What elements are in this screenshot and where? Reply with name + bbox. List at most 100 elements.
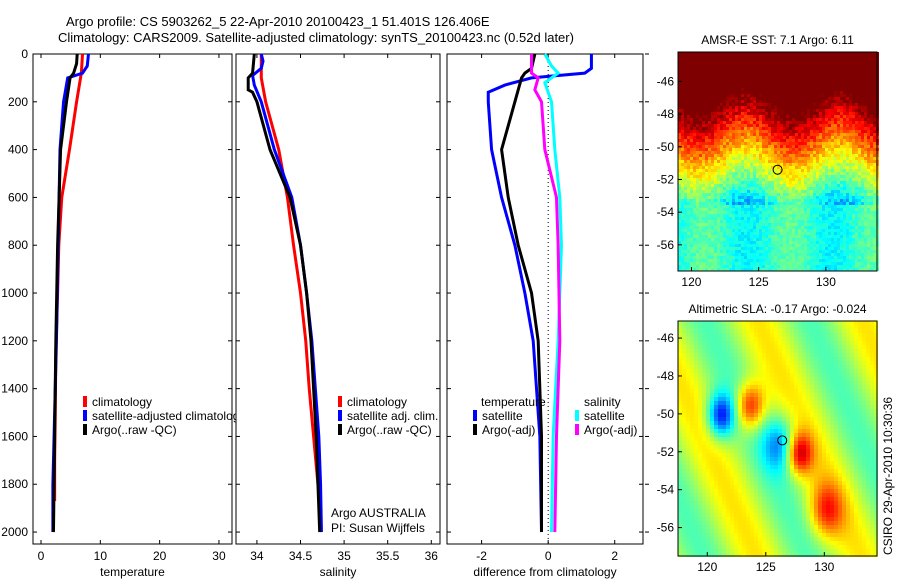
heatmap-cell bbox=[789, 103, 792, 106]
heatmap-cell bbox=[756, 64, 759, 67]
heatmap-cell bbox=[786, 160, 789, 163]
heatmap-cell bbox=[864, 184, 867, 187]
heatmap-cell bbox=[762, 67, 765, 70]
heatmap-cell bbox=[849, 199, 852, 202]
heatmap-cell bbox=[702, 256, 705, 259]
heatmap-cell bbox=[762, 103, 765, 106]
heatmap-cell bbox=[795, 232, 798, 235]
heatmap-cell bbox=[729, 253, 732, 256]
heatmap-cell bbox=[717, 58, 720, 61]
heatmap-cell bbox=[765, 202, 768, 205]
heatmap-cell bbox=[738, 259, 741, 262]
heatmap-cell bbox=[849, 79, 852, 82]
heatmap-cell bbox=[684, 109, 687, 112]
heatmap-cell bbox=[714, 160, 717, 163]
heatmap-cell bbox=[870, 241, 873, 244]
heatmap-cell bbox=[678, 202, 681, 205]
heatmap-cell bbox=[840, 262, 843, 265]
heatmap-cell bbox=[822, 88, 825, 91]
heatmap-cell bbox=[687, 187, 690, 190]
heatmap-cell bbox=[801, 76, 804, 79]
heatmap-cell bbox=[741, 61, 744, 64]
heatmap-cell bbox=[744, 175, 747, 178]
heatmap-cell bbox=[837, 223, 840, 226]
heatmap-cell bbox=[690, 52, 693, 55]
heatmap-cell bbox=[699, 190, 702, 193]
heatmap-cell bbox=[699, 235, 702, 238]
heatmap-cell bbox=[804, 85, 807, 88]
heatmap-cell bbox=[693, 250, 696, 253]
heatmap-cell bbox=[873, 52, 876, 55]
heatmap-cell bbox=[744, 109, 747, 112]
heatmap-cell bbox=[726, 226, 729, 229]
heatmap-cell bbox=[792, 253, 795, 256]
heatmap-cell bbox=[783, 127, 786, 130]
heatmap-cell bbox=[801, 244, 804, 247]
heatmap-cell bbox=[738, 61, 741, 64]
heatmap-cell bbox=[744, 211, 747, 214]
heatmap-cell bbox=[843, 121, 846, 124]
heatmap-cell bbox=[852, 190, 855, 193]
heatmap-cell bbox=[816, 88, 819, 91]
heatmap-cell bbox=[735, 160, 738, 163]
heatmap-cell bbox=[846, 214, 849, 217]
heatmap-cell bbox=[786, 79, 789, 82]
heatmap-cell bbox=[771, 130, 774, 133]
heatmap-cell bbox=[792, 157, 795, 160]
heatmap-cell bbox=[780, 55, 783, 58]
heatmap-cell bbox=[828, 184, 831, 187]
heatmap-cell bbox=[765, 196, 768, 199]
heatmap-cell bbox=[861, 157, 864, 160]
heatmap-cell bbox=[729, 112, 732, 115]
heatmap-cell bbox=[708, 199, 711, 202]
heatmap-cell bbox=[687, 85, 690, 88]
heatmap-cell bbox=[861, 190, 864, 193]
heatmap-cell bbox=[771, 103, 774, 106]
heatmap-cell bbox=[825, 118, 828, 121]
heatmap-cell bbox=[684, 244, 687, 247]
heatmap-cell bbox=[804, 82, 807, 85]
heatmap-cell bbox=[822, 79, 825, 82]
heatmap-cell bbox=[810, 97, 813, 100]
heatmap-cell bbox=[678, 259, 681, 262]
heatmap-cell bbox=[810, 154, 813, 157]
heatmap-cell bbox=[684, 208, 687, 211]
heatmap-cell bbox=[678, 127, 681, 130]
heatmap-cell bbox=[753, 166, 756, 169]
heatmap-cell bbox=[852, 124, 855, 127]
heatmap-cell bbox=[720, 136, 723, 139]
heatmap-cell bbox=[786, 103, 789, 106]
heatmap-cell bbox=[708, 169, 711, 172]
heatmap-cell bbox=[831, 196, 834, 199]
heatmap-cell bbox=[870, 172, 873, 175]
heatmap-cell bbox=[762, 118, 765, 121]
heatmap-cell bbox=[780, 124, 783, 127]
heatmap-cell bbox=[750, 136, 753, 139]
heatmap-cell bbox=[681, 109, 684, 112]
legend-swatch bbox=[338, 396, 342, 407]
heatmap-cell bbox=[693, 100, 696, 103]
heatmap-cell bbox=[822, 115, 825, 118]
heatmap-cell bbox=[756, 91, 759, 94]
heatmap-cell bbox=[786, 169, 789, 172]
heatmap-cell bbox=[726, 115, 729, 118]
heatmap-cell bbox=[753, 85, 756, 88]
heatmap-cell bbox=[864, 157, 867, 160]
heatmap-cell bbox=[753, 226, 756, 229]
heatmap-cell bbox=[864, 70, 867, 73]
heatmap-cell bbox=[696, 127, 699, 130]
heatmap-cell bbox=[690, 67, 693, 70]
heatmap-cell bbox=[819, 223, 822, 226]
heatmap-cell bbox=[678, 103, 681, 106]
heatmap-cell bbox=[729, 163, 732, 166]
heatmap-cell bbox=[759, 55, 762, 58]
heatmap-cell bbox=[735, 235, 738, 238]
heatmap-cell bbox=[822, 160, 825, 163]
heatmap-cell bbox=[822, 211, 825, 214]
heatmap-cell bbox=[834, 175, 837, 178]
heatmap-cell bbox=[804, 52, 807, 55]
heatmap-cell bbox=[867, 121, 870, 124]
heatmap-cell bbox=[723, 73, 726, 76]
heatmap-cell bbox=[816, 55, 819, 58]
heatmap-cell bbox=[750, 73, 753, 76]
